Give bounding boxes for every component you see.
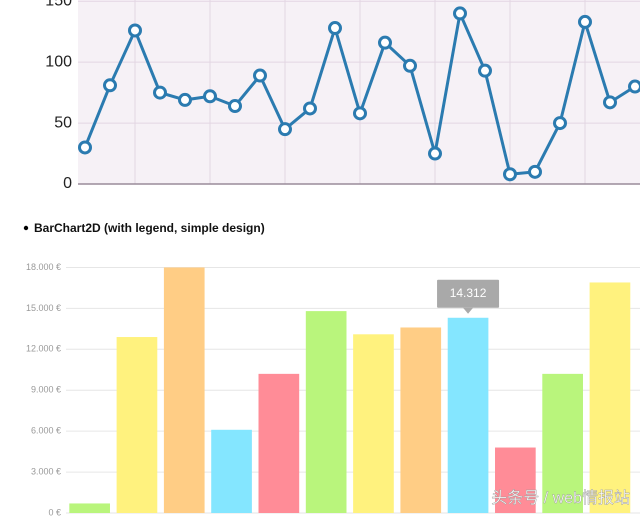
bar: [116, 337, 158, 513]
point: [478, 63, 492, 78]
point: [503, 167, 517, 182]
point: [228, 99, 242, 114]
y-tick-label: 100: [45, 53, 72, 70]
point: [78, 140, 92, 155]
line-plot-area: [78, 0, 640, 184]
y-tick-label: 150: [45, 0, 72, 9]
point: [153, 85, 167, 100]
bar: [447, 317, 489, 513]
tooltip-label: 14.312: [450, 286, 487, 300]
point: [603, 95, 617, 110]
bullet: [23, 225, 29, 231]
y-tick-label: 3.000 €: [31, 466, 61, 476]
tooltip-pointer: [463, 307, 474, 314]
tooltip-box: [437, 279, 500, 308]
bar: [69, 503, 110, 513]
bar: [353, 334, 394, 513]
bar: [163, 267, 205, 513]
point: [328, 21, 342, 36]
point: [303, 101, 317, 116]
bar: [400, 327, 442, 513]
point: [628, 79, 640, 94]
section-heading: BarChart2D (with legend, simple design): [34, 221, 265, 235]
bar: [495, 447, 536, 513]
bar: [542, 373, 583, 513]
point: [578, 14, 592, 29]
bar: [211, 429, 252, 513]
point: [553, 116, 567, 131]
y-tick-label: 0 €: [48, 507, 61, 517]
bar: [589, 282, 631, 513]
y-tick-label: 50: [54, 114, 72, 131]
point: [128, 23, 142, 38]
point: [428, 146, 442, 161]
point: [403, 58, 417, 73]
point: [178, 92, 192, 107]
y-tick-label: 12.000 €: [26, 344, 61, 354]
point: [253, 68, 267, 83]
y-tick-label: 0: [63, 175, 72, 192]
watermark: 头条号 / web情报站: [491, 489, 630, 507]
point: [353, 106, 367, 121]
point: [378, 35, 392, 50]
point: [453, 6, 467, 21]
y-tick-label: 18.000 €: [26, 262, 61, 272]
bar: [305, 311, 347, 513]
y-tick-label: 9.000 €: [31, 385, 61, 395]
bar: [258, 373, 300, 513]
point: [278, 122, 292, 137]
y-tick-label: 15.000 €: [26, 303, 61, 313]
y-tick-label: 6.000 €: [31, 426, 61, 436]
point: [528, 164, 542, 179]
point: [103, 78, 117, 93]
point: [203, 89, 217, 104]
